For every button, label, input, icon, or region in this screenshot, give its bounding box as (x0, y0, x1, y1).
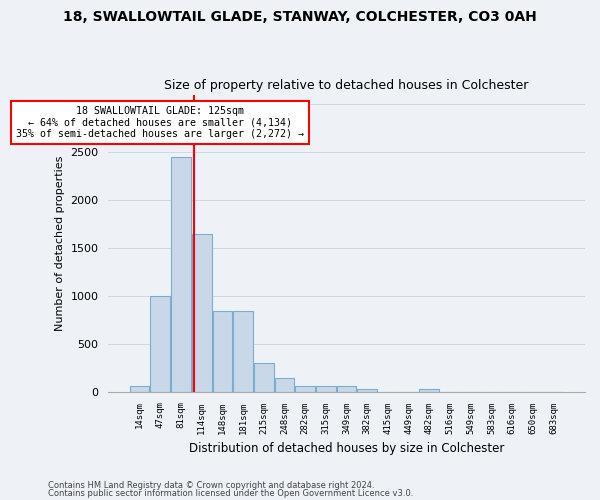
Bar (151, 296, 170, 392)
Text: Contains HM Land Registry data © Crown copyright and database right 2024.: Contains HM Land Registry data © Crown c… (48, 481, 374, 490)
Bar (337, 386, 356, 392)
Bar (254, 363, 274, 392)
Bar (275, 378, 294, 392)
X-axis label: Distribution of detached houses by size in Colchester: Distribution of detached houses by size … (189, 442, 504, 455)
Y-axis label: Number of detached properties: Number of detached properties (55, 156, 65, 331)
Bar (419, 389, 439, 392)
Bar (212, 311, 232, 392)
Title: Size of property relative to detached houses in Colchester: Size of property relative to detached ho… (164, 79, 529, 92)
Bar (171, 157, 191, 392)
Text: Contains public sector information licensed under the Open Government Licence v3: Contains public sector information licen… (48, 488, 413, 498)
Bar (192, 234, 212, 392)
Text: 18 SWALLOWTAIL GLADE: 125sqm
← 64% of detached houses are smaller (4,134)
35% of: 18 SWALLOWTAIL GLADE: 125sqm ← 64% of de… (16, 106, 304, 140)
Bar (358, 389, 377, 392)
Text: 18, SWALLOWTAIL GLADE, STANWAY, COLCHESTER, CO3 0AH: 18, SWALLOWTAIL GLADE, STANWAY, COLCHEST… (63, 10, 537, 24)
Bar (130, 386, 149, 392)
Bar (316, 386, 335, 392)
Bar (233, 311, 253, 392)
Bar (295, 386, 315, 392)
